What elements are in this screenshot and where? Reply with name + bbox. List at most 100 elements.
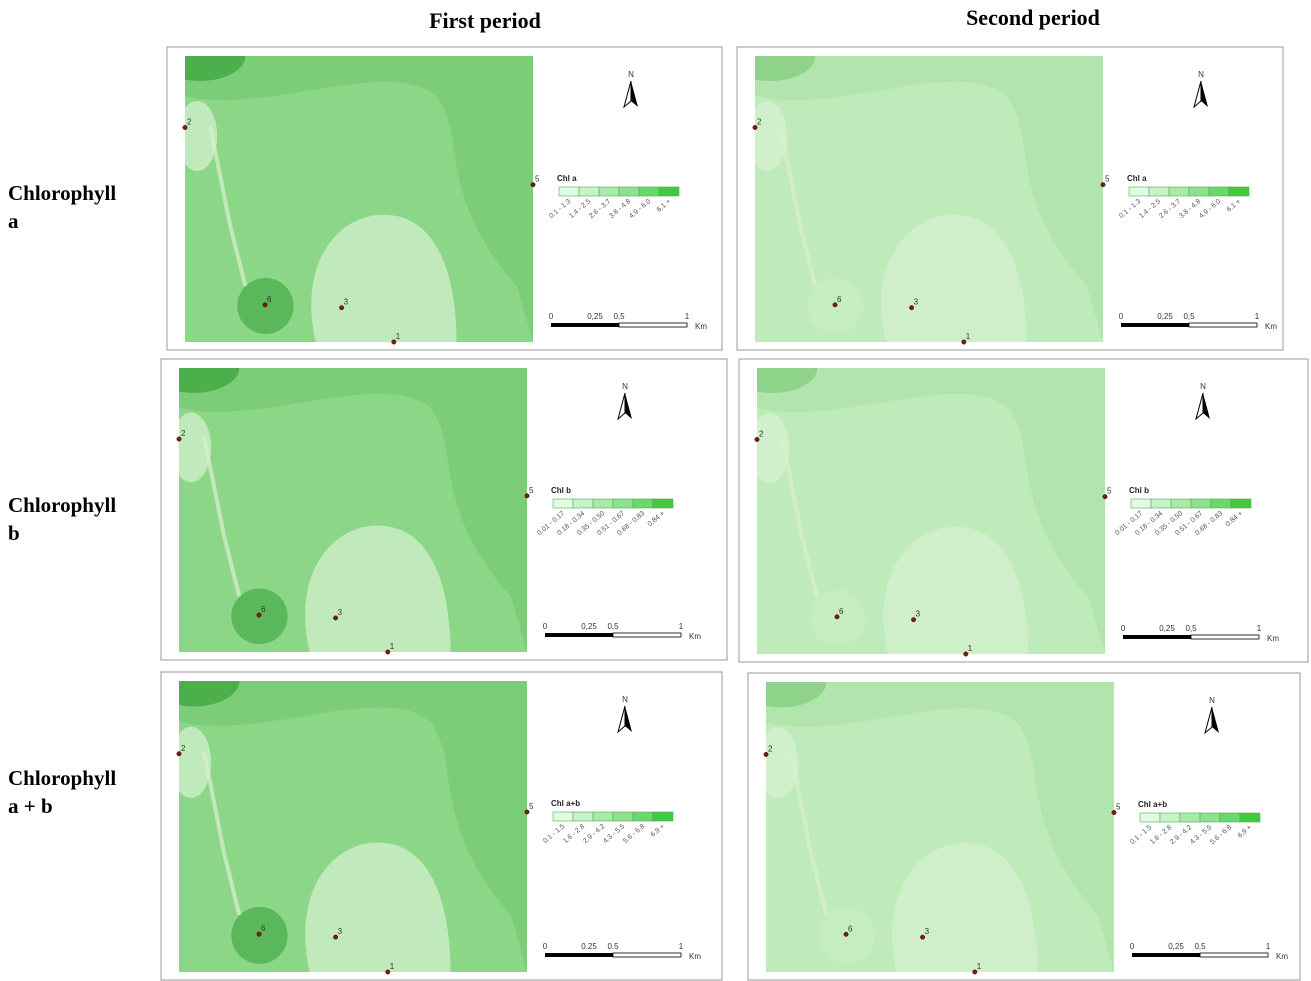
scale-bar (545, 953, 613, 957)
point-label: 2 (181, 744, 186, 753)
scale-label: 0,5 (613, 312, 625, 321)
row-label-line: Chlorophyll (8, 181, 116, 205)
legend-title: Chl a (557, 174, 577, 183)
legend-swatch (1180, 813, 1200, 822)
row-label-line: Chlorophyll (8, 766, 116, 790)
scale-unit: Km (1276, 952, 1288, 961)
scale-bar (1189, 323, 1257, 327)
scale-label: 0,5 (607, 622, 619, 631)
legend-swatch (1211, 499, 1231, 508)
point-label: 2 (181, 429, 186, 438)
figure: First period Second period ChlorophyllaC… (0, 0, 1311, 981)
point-label: 6 (261, 924, 266, 933)
point-label: 6 (848, 924, 853, 933)
legend-swatch (579, 187, 599, 196)
scale-label: 0 (1121, 624, 1126, 633)
legend-title: Chl a+b (551, 799, 580, 808)
legend-title: Chl a+b (1138, 800, 1167, 809)
map (727, 343, 1105, 654)
legend-swatch (1160, 813, 1180, 822)
point-label: 5 (529, 802, 534, 811)
scale-label: 0,25 (1159, 624, 1175, 633)
point-label: 1 (396, 332, 401, 341)
point-label: 2 (757, 118, 762, 127)
scale-bar (1132, 953, 1200, 957)
scale-label: 1 (685, 312, 690, 321)
map (725, 31, 1103, 342)
point-label: 2 (768, 745, 773, 754)
legend-swatch (593, 499, 613, 508)
column-header: Second period (966, 5, 1100, 30)
north-label: N (622, 695, 628, 704)
legend-swatch (613, 499, 633, 508)
scale-label: 1 (679, 942, 684, 951)
scale-bar (619, 323, 687, 327)
point-label: 5 (1107, 487, 1112, 496)
scale-bar (613, 953, 681, 957)
scale-label: 0,25 (1168, 942, 1184, 951)
scale-label: 1 (1257, 624, 1262, 633)
point-label: 5 (529, 486, 534, 495)
north-label: N (622, 382, 628, 391)
legend-swatch (1229, 187, 1249, 196)
scale-label: 0,25 (581, 622, 597, 631)
legend-swatch (593, 812, 613, 821)
legend-swatch (653, 499, 673, 508)
point-label: 3 (916, 610, 921, 619)
point-label: 5 (1116, 803, 1121, 812)
legend-swatch (1129, 187, 1149, 196)
point-label: 3 (344, 298, 349, 307)
point-label: 1 (966, 332, 971, 341)
column-header: First period (429, 8, 541, 33)
map (149, 656, 527, 972)
legend-swatch (1151, 499, 1171, 508)
legend-swatch (1209, 187, 1229, 196)
legend-swatch (653, 812, 673, 821)
legend-swatch (613, 812, 633, 821)
scale-bar (613, 633, 681, 637)
legend-swatch (1191, 499, 1211, 508)
scale-label: 0,5 (1183, 312, 1195, 321)
scale-unit: Km (1265, 322, 1277, 331)
scale-bar (1191, 635, 1259, 639)
scale-unit: Km (689, 952, 701, 961)
scale-label: 1 (1255, 312, 1260, 321)
scale-unit: Km (689, 632, 701, 641)
point-label: 5 (1105, 175, 1110, 184)
scale-bar (545, 633, 613, 637)
legend-swatch (1231, 499, 1251, 508)
legend-swatch (1169, 187, 1189, 196)
legend-title: Chl a (1127, 174, 1147, 183)
scale-label: 0,5 (1194, 942, 1206, 951)
legend-swatch (1189, 187, 1209, 196)
legend-swatch (573, 812, 593, 821)
scale-unit: Km (1267, 634, 1279, 643)
point-label: 3 (338, 927, 343, 936)
scale-label: 0 (543, 942, 548, 951)
legend-swatch (633, 812, 653, 821)
map (736, 657, 1114, 972)
point-label: 1 (977, 962, 982, 971)
row-label-line: Chlorophyll (8, 493, 116, 517)
point-label: 3 (338, 608, 343, 617)
scale-bar (1200, 953, 1268, 957)
scale-label: 0 (549, 312, 554, 321)
legend-swatch (1131, 499, 1151, 508)
point-label: 6 (261, 605, 266, 614)
scale-label: 0 (543, 622, 548, 631)
map (155, 31, 533, 342)
legend-swatch (553, 812, 573, 821)
legend-swatch (553, 499, 573, 508)
north-label: N (1209, 696, 1215, 705)
legend-swatch (659, 187, 679, 196)
point-label: 2 (759, 430, 764, 439)
legend-swatch (599, 187, 619, 196)
scale-label: 0.5 (607, 942, 619, 951)
point-label: 6 (267, 295, 272, 304)
legend-swatch (1240, 813, 1260, 822)
legend-swatch (633, 499, 653, 508)
map (149, 343, 527, 652)
legend-swatch (573, 499, 593, 508)
scale-label: 0,25 (587, 312, 603, 321)
